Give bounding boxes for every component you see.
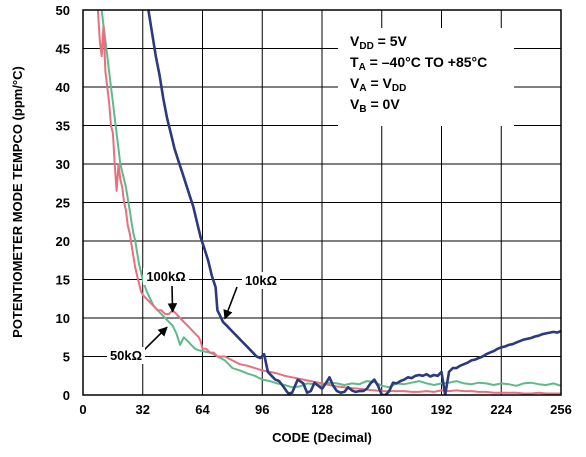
callout-arrow [167,285,178,313]
tick-labels: 0 32 64 96 128 160 192 224 256 0 5 10 15 20 25 30 35 40 45… [56,3,572,417]
x-tick-label: 0 [79,402,86,417]
callout-arrow [141,326,168,353]
condition-line: TA = –40°C TO +85°C [350,54,487,73]
x-tick-label: 32 [136,402,150,417]
conditions-box: VDD = 5V TA = –40°C TO +85°C VA = VDD VB = … [338,28,514,126]
callout-label-bg [107,347,145,364]
condition-line: VA = VDD [350,75,406,94]
x-tick-label: 192 [431,402,453,417]
condition-line: VB = 0V [350,96,400,115]
series-callouts: 100kΩ 10kΩ 50kΩ [107,268,280,364]
y-tick-label: 30 [56,157,70,172]
callout-label-bg [143,268,189,285]
x-tick-label: 96 [255,402,269,417]
series-line-10kohm [147,10,561,395]
callout-label-bg [242,272,280,289]
x-axis-title: CODE (Decimal) [272,430,372,445]
callout-label: 50kΩ [110,348,142,363]
y-tick-label: 35 [56,119,70,134]
x-tick-label: 160 [371,402,393,417]
x-tick-label: 256 [550,402,572,417]
y-tick-label: 50 [56,3,70,18]
callout-100kohm: 100kΩ [143,268,189,313]
series-line-50kohm [100,10,561,389]
callout-label: 100kΩ [146,269,185,284]
y-tick-label: 0 [63,388,70,403]
condition-line: VDD = 5V [350,33,408,52]
series-layer [96,10,561,395]
series-line-100kohm [96,10,561,395]
y-tick-label: 20 [56,234,70,249]
y-tick-label: 10 [56,311,70,326]
x-tick-label: 128 [311,402,333,417]
callout-arrow [223,286,238,320]
plot-frame [82,9,562,396]
callout-10kohm: 10kΩ [223,272,280,320]
conditions-box-bg [338,28,514,126]
callout-label: 10kΩ [245,273,277,288]
y-tick-label: 45 [56,42,70,57]
y-axis-title: POTENTIOMETER MODE TEMPCO (ppm/°C) [10,66,25,338]
y-tick-label: 25 [56,196,70,211]
callout-50kohm: 50kΩ [107,326,168,364]
x-tick-label: 224 [490,402,512,417]
y-tick-label: 5 [63,350,70,365]
grid [83,10,561,395]
y-tick-label: 40 [56,80,70,95]
x-tick-label: 64 [195,402,210,417]
y-tick-label: 15 [56,273,70,288]
